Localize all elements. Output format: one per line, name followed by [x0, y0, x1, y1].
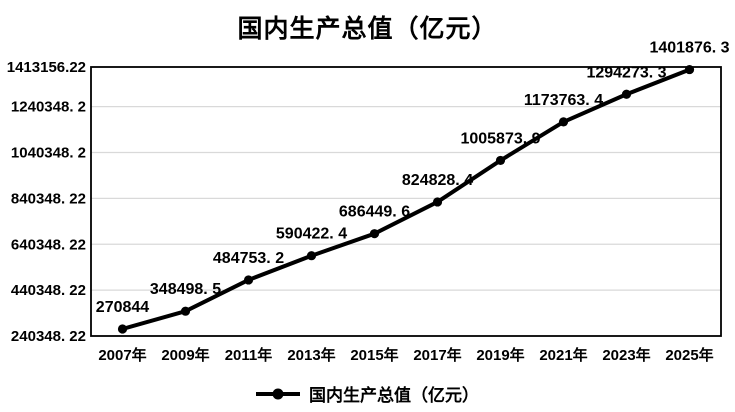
data-label: 590422. 4 — [276, 226, 347, 243]
y-axis-label: 640348. 22 — [11, 236, 86, 253]
series-line — [120, 67, 692, 332]
data-label: 1005873. 9 — [460, 130, 540, 147]
data-point — [432, 197, 443, 207]
series-polyline — [120, 67, 692, 332]
x-axis-label: 2025年 — [665, 346, 713, 364]
y-axis-label: 1413156.22 — [7, 59, 86, 76]
data-label: 270844 — [96, 299, 149, 316]
y-axis-label: 840348. 22 — [11, 190, 86, 207]
x-axis-label: 2021年 — [539, 346, 587, 364]
y-axis-label: 240348. 22 — [11, 328, 86, 345]
data-label: 686449. 6 — [339, 204, 410, 221]
legend: 国内生产总值（亿元） — [0, 381, 735, 406]
data-point — [117, 324, 128, 334]
y-axis-label: 1040348. 2 — [11, 145, 86, 162]
x-axis-label: 2023年 — [602, 346, 650, 364]
gridlines — [91, 105, 721, 291]
data-point — [306, 251, 317, 261]
x-axis-label: 2013年 — [287, 346, 335, 364]
x-axis-label: 2019年 — [476, 346, 524, 364]
data-label: 1401876. 3 — [649, 40, 729, 57]
chart-title: 国内生产总值（亿元） — [237, 15, 498, 43]
data-label: 1294273. 3 — [586, 64, 666, 81]
data-point — [558, 117, 569, 127]
x-axis-labels: 2007年 2009年 2011年 2013年 2015年 2017年 2019年 2021年… — [98, 346, 713, 364]
legend-line-marker-icon — [256, 388, 300, 399]
data-point — [495, 155, 506, 166]
plot-area — [90, 66, 722, 337]
legend-label: 国内生产总值（亿元） — [309, 386, 479, 405]
data-point — [684, 64, 695, 75]
data-point — [180, 306, 191, 316]
x-axis-label: 2011年 — [225, 346, 273, 364]
data-label: 484753. 2 — [213, 250, 284, 267]
data-points — [117, 64, 695, 334]
data-label: 348498. 5 — [150, 281, 221, 298]
x-axis-label: 2009年 — [161, 346, 209, 364]
y-axis-label: 440348. 22 — [11, 282, 86, 299]
data-point — [243, 275, 254, 285]
x-axis-label: 2007年 — [98, 346, 146, 364]
data-label: 1173763. 4 — [524, 92, 603, 109]
plot-border — [90, 66, 722, 337]
data-label: 824828. 4 — [402, 172, 473, 189]
x-axis-label: 2017年 — [413, 346, 461, 364]
y-axis-label: 1240348. 2 — [11, 99, 86, 116]
x-axis-label: 2015年 — [350, 346, 398, 364]
data-point — [369, 229, 380, 239]
y-axis-labels: 240348. 22 440348. 22 640348. 22 840348. 22… — [7, 59, 86, 345]
data-point — [621, 89, 632, 99]
